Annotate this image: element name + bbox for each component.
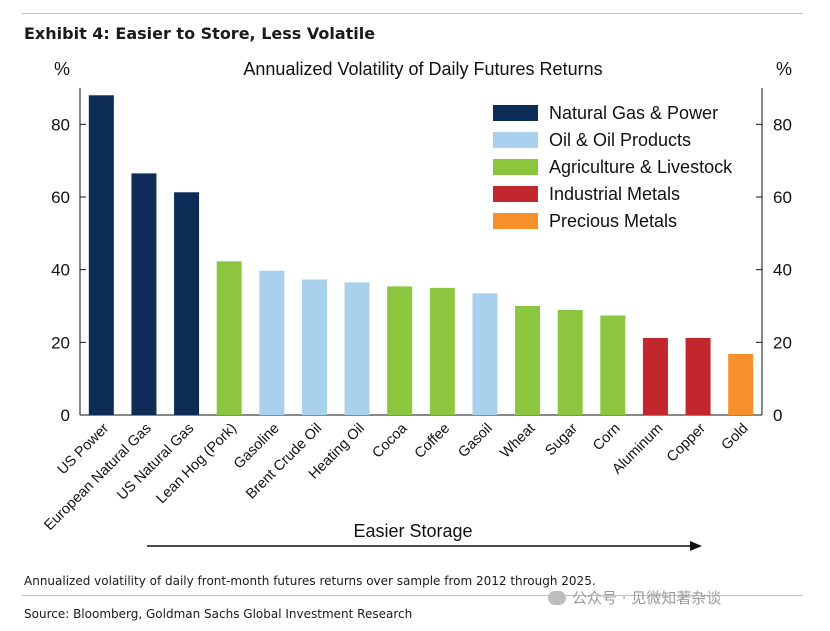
- x-tick-label: Coffee: [412, 421, 453, 462]
- y-tick-label-left: 40: [51, 261, 70, 280]
- y-tick-label-right: 0: [773, 406, 782, 425]
- bar: [174, 192, 200, 415]
- legend-swatch: [493, 105, 538, 121]
- volatility-bar-chart: Annualized Volatility of Daily Futures R…: [41, 59, 792, 551]
- bar: [88, 95, 114, 416]
- legend-swatch: [493, 132, 538, 148]
- watermark: 公众号 · 见微知著杂谈: [548, 587, 721, 608]
- y-tick-label-right: 60: [773, 188, 792, 207]
- source-note: Source: Bloomberg, Goldman Sachs Global …: [24, 607, 413, 621]
- y-tick-label-left: 0: [61, 406, 70, 425]
- legend-label: Precious Metals: [549, 211, 677, 231]
- y-axis-unit-right: %: [776, 59, 792, 79]
- easier-storage-arrow: [147, 541, 702, 551]
- bar: [131, 173, 157, 415]
- y-tick-label-right: 20: [773, 333, 792, 352]
- arrow-label: Easier Storage: [353, 521, 472, 541]
- exhibit-title: Exhibit 4: Easier to Store, Less Volatil…: [24, 24, 376, 43]
- y-tick-label-right: 80: [773, 115, 792, 134]
- x-tick-label: Cocoa: [370, 420, 412, 462]
- bar: [515, 306, 541, 415]
- y-tick-label-left: 60: [51, 188, 70, 207]
- x-tick-label: Corn: [590, 421, 624, 455]
- y-axis-unit-left: %: [54, 59, 70, 79]
- x-tick-label: US Natural Gas: [114, 421, 197, 504]
- legend-label: Oil & Oil Products: [549, 130, 691, 150]
- x-tick-label: Wheat: [497, 421, 538, 462]
- legend-swatch: [493, 186, 538, 202]
- bar: [600, 315, 626, 415]
- legend-swatch: [493, 213, 538, 229]
- chart-title: Annualized Volatility of Daily Futures R…: [243, 59, 602, 79]
- bar: [301, 279, 327, 415]
- bar: [216, 261, 242, 415]
- y-tick-label-left: 20: [51, 333, 70, 352]
- y-tick-label-left: 80: [51, 115, 70, 134]
- top-rule: [22, 13, 803, 14]
- wechat-icon: [548, 591, 566, 605]
- x-tick-label: Brent Crude Oil: [243, 421, 325, 503]
- x-tick-label: Copper: [664, 420, 709, 465]
- x-tick-label: Lean Hog (Pork): [153, 421, 240, 508]
- footer-rule: [22, 595, 803, 596]
- bar: [557, 309, 583, 415]
- x-tick-label: Gold: [719, 421, 752, 454]
- bar: [259, 270, 285, 415]
- bar: [642, 337, 668, 415]
- axes: 0 0 20 20 40 40 60 60 80 80: [51, 88, 792, 425]
- bars: [88, 95, 754, 416]
- legend-label: Industrial Metals: [549, 184, 680, 204]
- y-tick-label-right: 40: [773, 261, 792, 280]
- bar: [429, 287, 455, 415]
- legend-label: Agriculture & Livestock: [549, 157, 733, 177]
- bar: [685, 337, 711, 415]
- bar: [344, 282, 370, 415]
- legend: Natural Gas & Power Oil & Oil Products Agr…: [493, 103, 733, 231]
- x-tick-label: Sugar: [542, 420, 581, 459]
- footnote: Annualized volatility of daily front-mon…: [24, 574, 596, 588]
- legend-swatch: [493, 159, 538, 175]
- legend-label: Natural Gas & Power: [549, 103, 718, 123]
- bar: [728, 353, 754, 415]
- x-tick-label: Gasoil: [455, 421, 495, 461]
- bar: [387, 286, 413, 415]
- watermark-text: 公众号 · 见微知著杂谈: [572, 589, 722, 607]
- bar: [472, 293, 498, 415]
